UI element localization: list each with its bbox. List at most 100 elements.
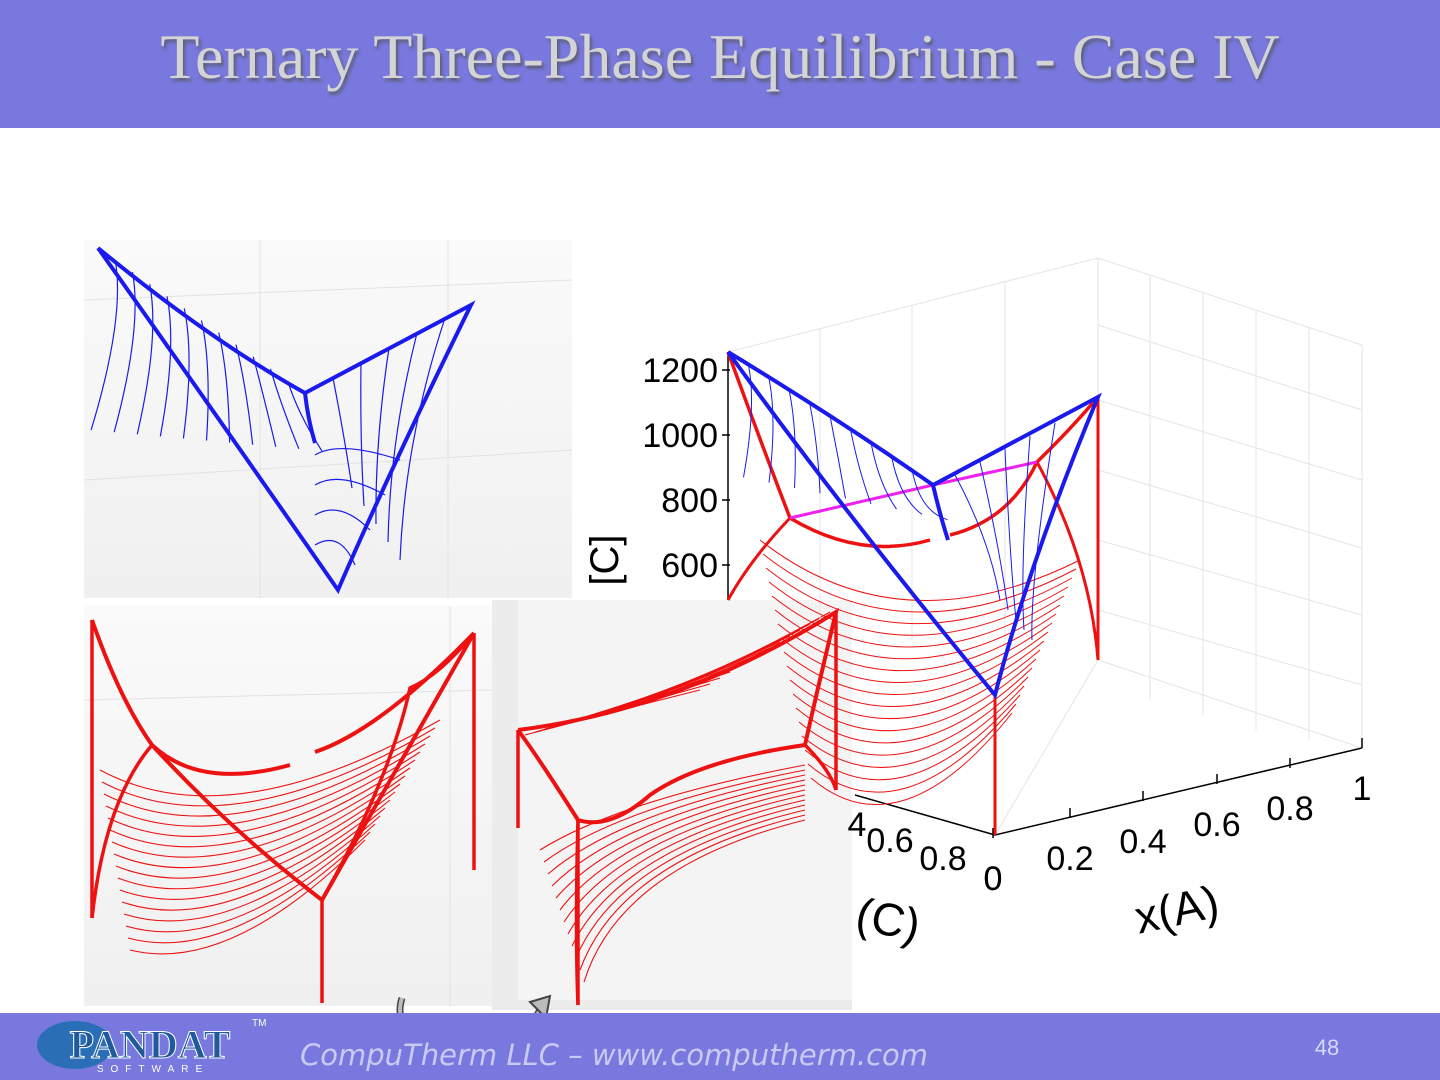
curve [314,478,386,496]
curve [792,658,1037,732]
curve [109,759,416,848]
curve [200,320,209,441]
page-number: 48 [1315,1035,1339,1060]
curve [125,823,376,933]
curve [850,431,872,504]
curve [1022,435,1031,631]
curve [768,378,774,483]
slide-title: Ternary Three-Phase Equilibrium - Case I… [160,21,1279,92]
y-tick-label: 800 [661,482,718,520]
curve [113,272,136,433]
curve [798,676,1029,756]
curve [332,377,353,489]
curve [551,779,806,887]
curve [90,259,119,431]
curve [575,809,806,959]
curve [563,794,806,923]
curve [771,595,1065,648]
curve [777,613,1057,671]
curve [121,807,386,911]
curve [579,814,806,971]
curve [555,784,806,899]
x-a-tick-label: 1 [1353,770,1372,808]
curve [979,461,1009,611]
curve [218,332,231,443]
curve [743,365,753,478]
curve [136,284,154,435]
panel-bottom-middle [492,600,852,1010]
y-tick-label: 1000 [642,417,718,455]
curve [931,484,950,541]
curve [726,351,1100,549]
curve [830,418,846,499]
curve [375,347,390,525]
curve [182,308,190,439]
curve [774,604,1061,660]
y-tick-label: 600 [661,547,718,585]
x-a-tick-label: 0 [984,860,1003,898]
x-c-axis-label: (C) [852,887,925,951]
curve [516,607,840,825]
x-a-tick-label: 0.8 [1266,790,1313,828]
curve [789,391,796,488]
curve [559,789,806,911]
curve [360,362,365,507]
curve [543,769,806,863]
curve [807,703,1017,793]
logo-sub: SOFTWARE [97,1064,209,1075]
curve [96,246,476,595]
x-c-tick-label: 4 [848,806,867,844]
curve [123,815,381,922]
curve [314,509,371,531]
curve [871,445,897,510]
curve [399,317,446,561]
curve [583,819,806,983]
y-tick-label: 1200 [642,352,718,390]
panel-top-left [83,240,573,598]
curve [891,458,923,515]
y-axis-label: [C] [583,534,627,585]
logo: PANDAT SOFTWARE TM [37,1018,266,1075]
curve [801,685,1025,768]
logo-text: PANDAT [70,1022,231,1067]
footer-bar [0,1013,1440,1080]
curve [111,767,411,858]
curve [127,831,371,944]
x-a-axis-label: x(A) [1130,875,1223,943]
curve [90,631,476,919]
curve [101,727,436,807]
curve [809,405,821,494]
curve [119,799,391,900]
trademark: TM [252,1018,266,1029]
curve [252,356,277,447]
curve [113,775,406,869]
curve [993,397,1100,835]
curve [90,620,476,1003]
x-c-tick-label: 0.8 [919,840,966,878]
curve [287,380,323,452]
curve [1004,448,1017,621]
curve [159,296,172,437]
curve [654,611,831,697]
curve [314,448,401,461]
curve [539,764,806,851]
curve [567,799,806,935]
curve [765,567,1073,625]
arrow-head [528,994,552,1021]
x-a-tick-label: 0.2 [1046,840,1093,878]
curve [912,471,948,521]
curve [115,783,401,879]
curve [105,743,426,827]
x-c-tick-label: 0.6 [866,822,913,860]
footer-text: CompuTherm LLC – www.computherm.com [300,1038,928,1072]
curve [314,540,356,566]
curve [810,712,1013,806]
curve [789,649,1041,720]
curve [269,368,300,450]
curve [1031,422,1056,641]
curve [762,553,1077,613]
curve [804,694,1021,781]
curve [768,581,1069,636]
